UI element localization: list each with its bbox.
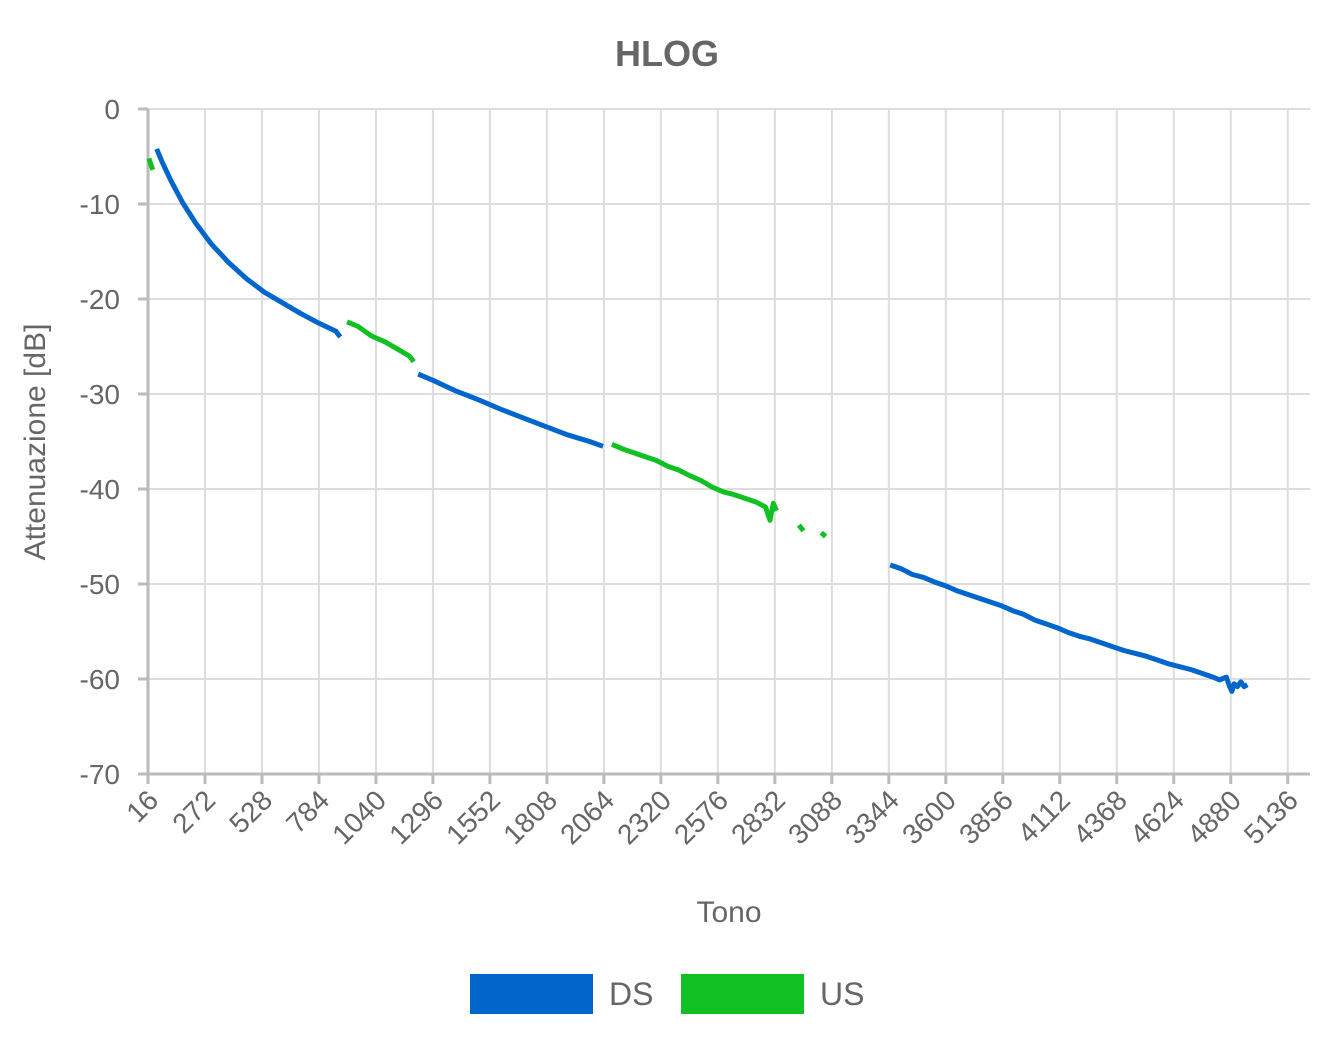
series-lines (146, 147, 1249, 694)
series-line-us (146, 157, 156, 171)
x-tick-label: 1296 (383, 784, 449, 850)
legend-swatch-us (681, 974, 804, 1014)
series-line-us (610, 442, 779, 523)
x-tick-label: 1552 (440, 784, 506, 850)
series-line-us (819, 530, 828, 539)
x-tick-label: 2320 (611, 784, 677, 850)
x-tick-label: 272 (166, 784, 221, 839)
series-line-us (796, 523, 806, 533)
chart-title: HLOG (615, 33, 719, 74)
y-tick-label: -50 (80, 569, 120, 600)
x-tick-label: 4112 (1012, 784, 1077, 849)
legend-item-us[interactable]: US (681, 974, 864, 1014)
legend-item-ds[interactable]: DS (470, 974, 653, 1014)
x-tick-label: 3600 (896, 784, 962, 850)
y-tick-label: -20 (80, 284, 120, 315)
series-line-ds (889, 562, 1249, 694)
y-tick-label: -60 (80, 664, 120, 695)
y-tick-label: -40 (80, 474, 120, 505)
x-tick-label: 3856 (953, 784, 1019, 850)
axes (138, 107, 1310, 784)
legend-swatch-ds (470, 974, 593, 1014)
legend-label-us: US (820, 976, 864, 1012)
x-tick-label: 1808 (497, 784, 563, 850)
x-tick-label: 528 (223, 784, 278, 839)
series-line-us (346, 319, 416, 364)
x-tick-label: 4368 (1067, 784, 1133, 850)
x-tick-label: 2064 (554, 784, 620, 850)
y-tick-label: -10 (80, 189, 120, 220)
x-tick-label: 4624 (1124, 784, 1190, 850)
legend: DS US (470, 974, 864, 1014)
x-tick-label: 1040 (326, 784, 392, 850)
legend-label-ds: DS (609, 976, 653, 1012)
y-tick-label: -70 (80, 759, 120, 790)
y-axis-label: Attenuazione [dB] (19, 324, 52, 561)
x-tick-label: 5136 (1238, 784, 1304, 850)
grid (147, 108, 1310, 775)
series-line-ds (417, 371, 604, 449)
x-tick-label: 2576 (668, 784, 734, 850)
x-tick-label: 3344 (839, 784, 905, 850)
x-tick-label: 784 (280, 784, 335, 839)
series-line-ds (154, 147, 343, 339)
x-tick-label: 16 (120, 784, 164, 828)
x-tick-label: 4880 (1181, 784, 1247, 850)
x-axis-label: Tono (696, 896, 761, 929)
x-tick-label: 3088 (782, 784, 848, 850)
x-tick-label: 2832 (725, 784, 791, 850)
y-tick-label: -30 (80, 379, 120, 410)
y-tick-label: 0 (104, 94, 120, 125)
